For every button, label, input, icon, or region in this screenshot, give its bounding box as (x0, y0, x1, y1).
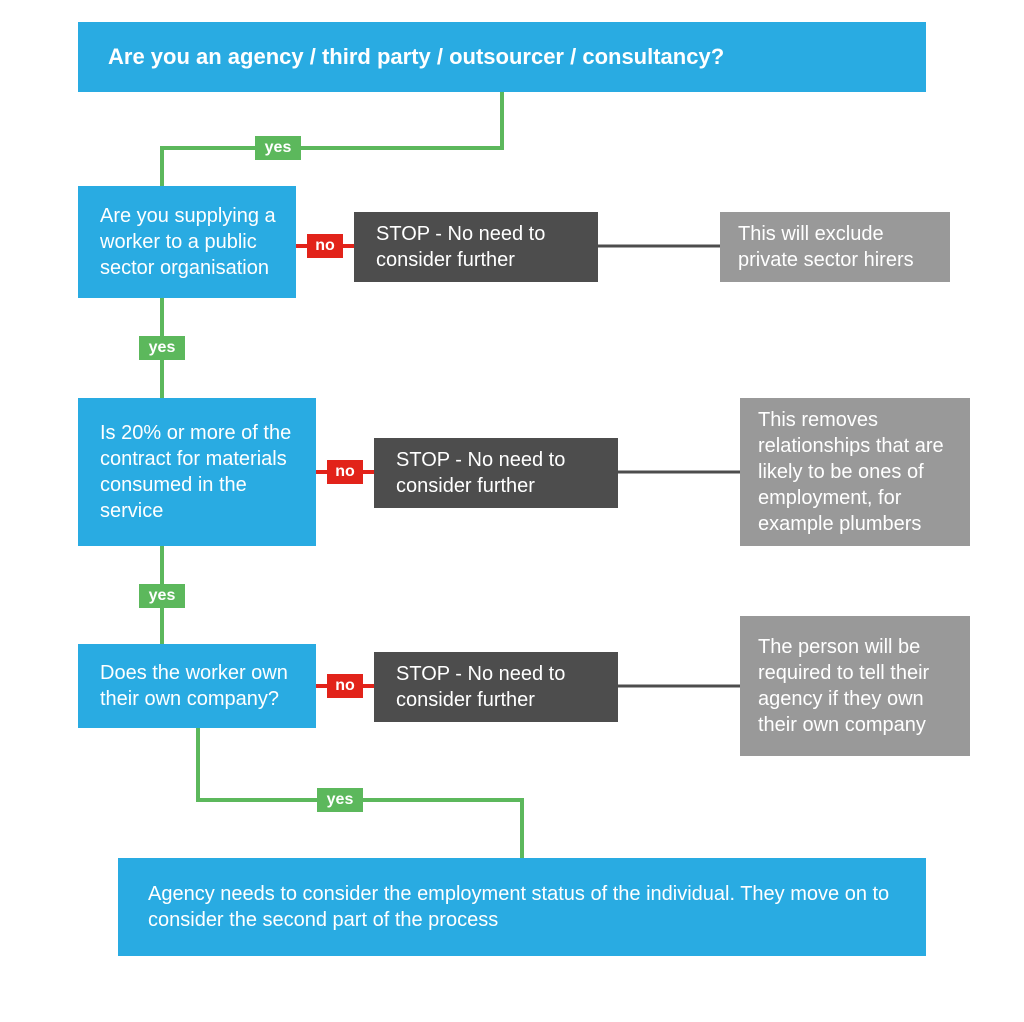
edge-label-no-4: no (307, 234, 343, 258)
edge-label-yes-1: yes (139, 336, 185, 360)
edge-label-yes-0: yes (255, 136, 301, 160)
flowchart-canvas: Are you an agency / third party / outsou… (0, 0, 1024, 1022)
node-q1: Are you supplying a worker to a public s… (78, 186, 296, 298)
node-q0: Are you an agency / third party / outsou… (78, 22, 926, 92)
node-q4: Agency needs to consider the employment … (118, 858, 926, 956)
edge-yes-0 (162, 92, 502, 186)
edge-label-yes-3: yes (317, 788, 363, 812)
node-s2: STOP - No need to consider further (374, 438, 618, 508)
edge-label-no-6: no (327, 674, 363, 698)
edge-label-no-5: no (327, 460, 363, 484)
node-i3: The person will be required to tell thei… (740, 616, 970, 756)
node-i1: This will exclude private sector hirers (720, 212, 950, 282)
node-q3: Does the worker own their own company? (78, 644, 316, 728)
node-s1: STOP - No need to consider further (354, 212, 598, 282)
edge-label-yes-2: yes (139, 584, 185, 608)
node-i2: This removes relationships that are like… (740, 398, 970, 546)
node-q2: Is 20% or more of the contract for mater… (78, 398, 316, 546)
node-s3: STOP - No need to consider further (374, 652, 618, 722)
